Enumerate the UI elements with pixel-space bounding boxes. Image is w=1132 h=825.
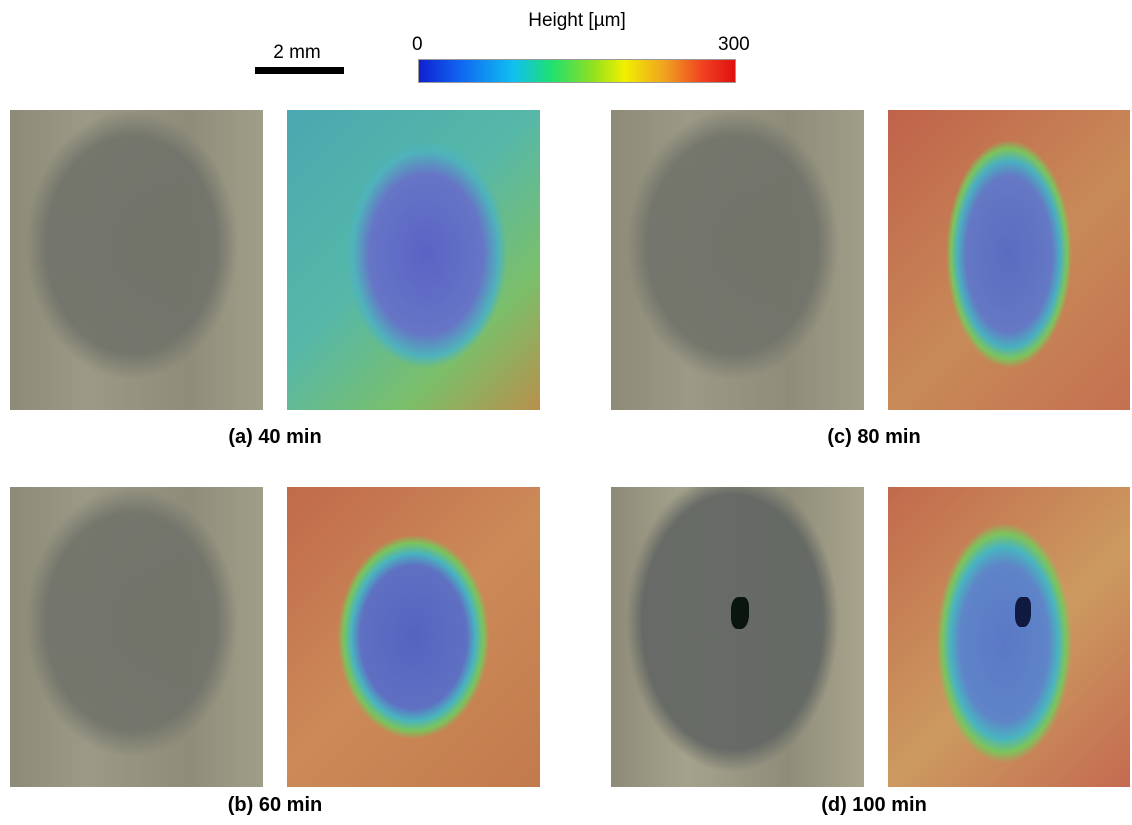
- colorbar: [418, 59, 736, 83]
- height-map: [287, 487, 540, 787]
- photo: [10, 487, 263, 787]
- height-map: [888, 487, 1130, 787]
- height-map: [287, 110, 540, 410]
- caption: (c) 80 min: [724, 426, 1024, 449]
- caption: (a) 40 min: [125, 426, 425, 449]
- scale-bar-label: 2 mm: [262, 42, 332, 64]
- photo: [10, 110, 263, 410]
- figure: 2 mm Height [µm] 0 300 (a) 40 min (b) 60…: [0, 0, 1132, 825]
- photo: [611, 110, 864, 410]
- caption: (b) 60 min: [125, 794, 425, 817]
- colorbar-min: 0: [412, 34, 423, 56]
- hole: [731, 597, 749, 629]
- photo: [611, 487, 864, 787]
- colorbar-title: Height [µm]: [477, 10, 677, 32]
- caption: (d) 100 min: [724, 794, 1024, 817]
- colorbar-max: 300: [718, 34, 750, 56]
- height-map: [888, 110, 1130, 410]
- hole: [1015, 597, 1031, 627]
- scale-bar: [255, 67, 344, 74]
